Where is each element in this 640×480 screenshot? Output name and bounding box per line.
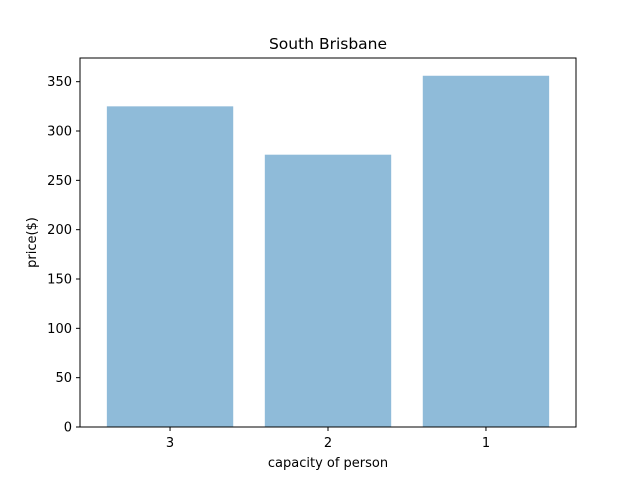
bar-2	[264, 154, 392, 428]
bar-1	[422, 75, 550, 427]
x-tick-label: 3	[166, 436, 174, 451]
y-tick-label: 250	[47, 174, 72, 189]
chart-title: South Brisbane	[269, 35, 387, 53]
y-tick-label: 150	[47, 273, 72, 288]
y-tick-label: 350	[47, 75, 72, 90]
x-tick-label: 1	[482, 436, 490, 451]
bar-3	[106, 106, 234, 428]
x-axis: 3 2 1	[166, 427, 490, 451]
bars-group	[106, 75, 550, 428]
y-tick-label: 0	[64, 421, 72, 436]
y-tick-label: 100	[47, 322, 72, 337]
x-axis-label: capacity of person	[268, 456, 388, 471]
y-axis: 0 50 100 150 200 250 300 350	[47, 75, 80, 436]
y-tick-label: 50	[55, 371, 72, 386]
y-tick-label: 300	[47, 125, 72, 140]
y-tick-label: 200	[47, 223, 72, 238]
y-axis-label: price($)	[25, 217, 40, 268]
x-tick-label: 2	[324, 436, 332, 451]
